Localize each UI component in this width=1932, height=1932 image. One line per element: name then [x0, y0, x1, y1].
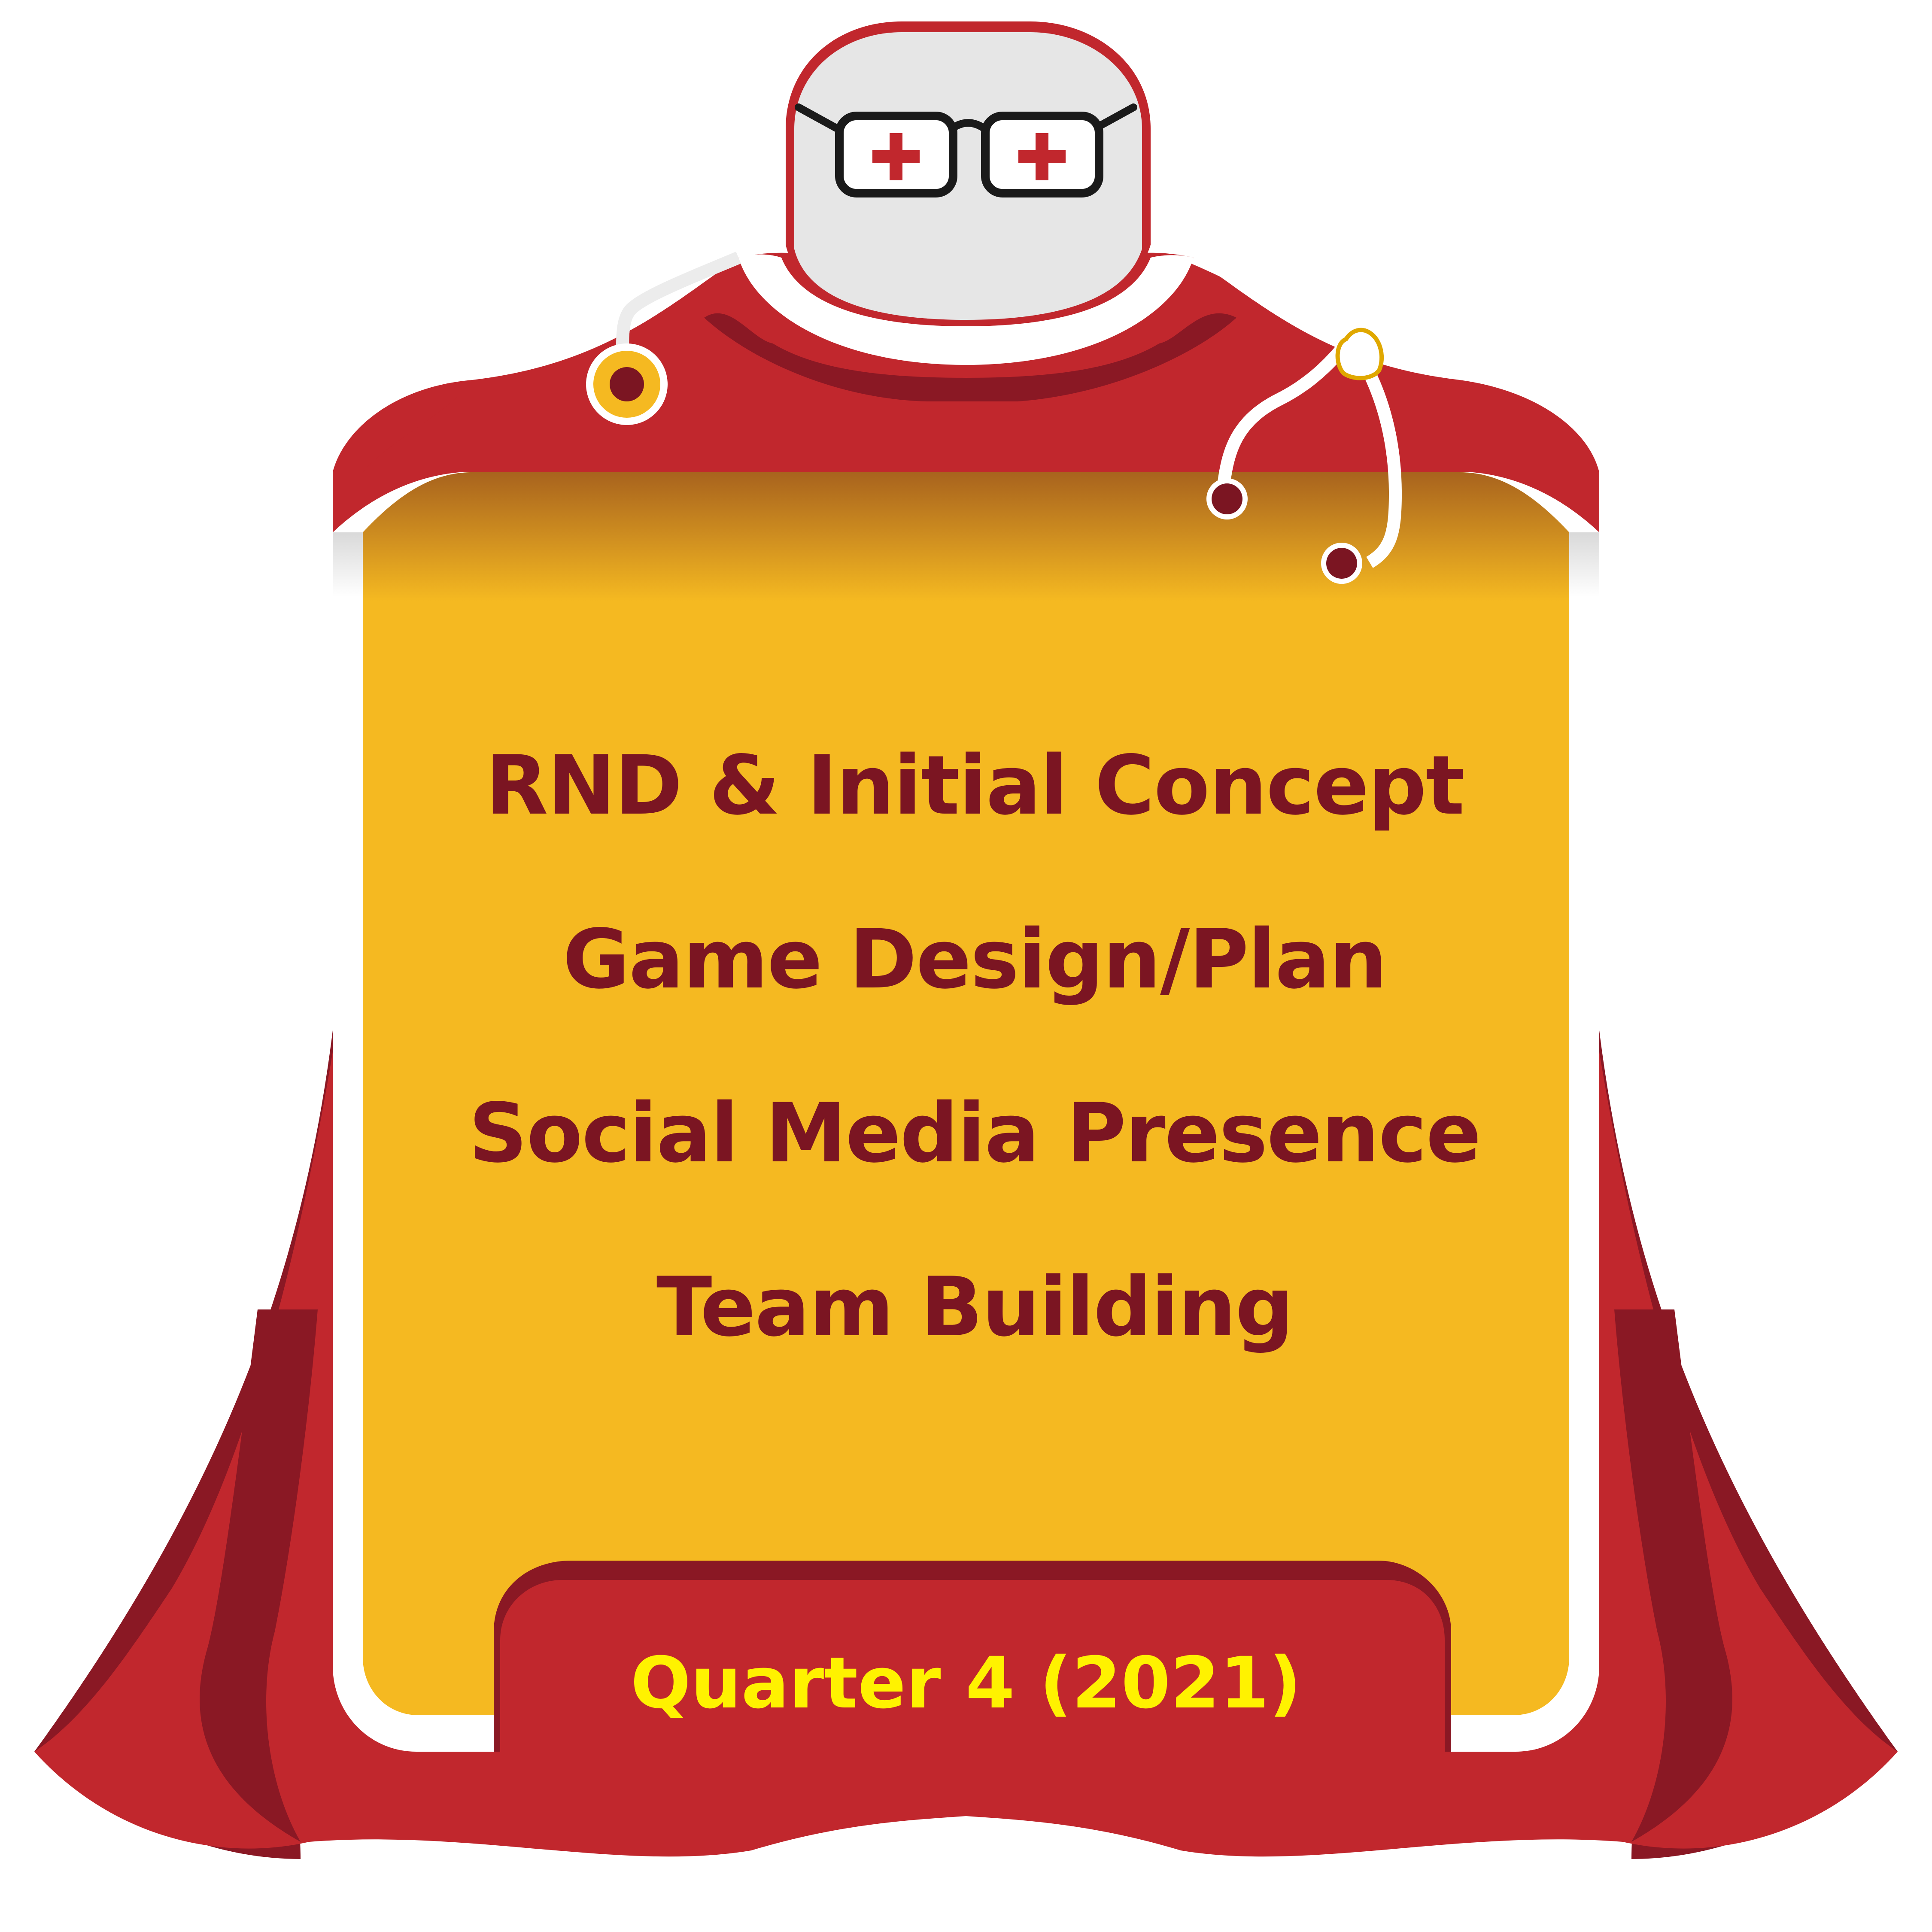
milestone-item-1: RND & Initial Concept [485, 738, 1464, 833]
milestone-item-4: Team Building [656, 1260, 1294, 1355]
quarter-tab [494, 1561, 1451, 1752]
cape-collar [333, 252, 1599, 537]
head [786, 21, 1151, 326]
milestone-panel [333, 380, 1599, 1752]
milestone-item-3: Social Media Presence [468, 1086, 1482, 1181]
milestone-item-2: Game Design/Plan [562, 912, 1387, 1007]
milestone-list: RND & Initial Concept Game Design/Plan S… [363, 743, 1586, 1438]
medical-cross-glasses-icon [795, 103, 1137, 197]
quarter-label: Quarter 4 (2021) [630, 1642, 1302, 1724]
stethoscope-icon [586, 252, 1402, 584]
